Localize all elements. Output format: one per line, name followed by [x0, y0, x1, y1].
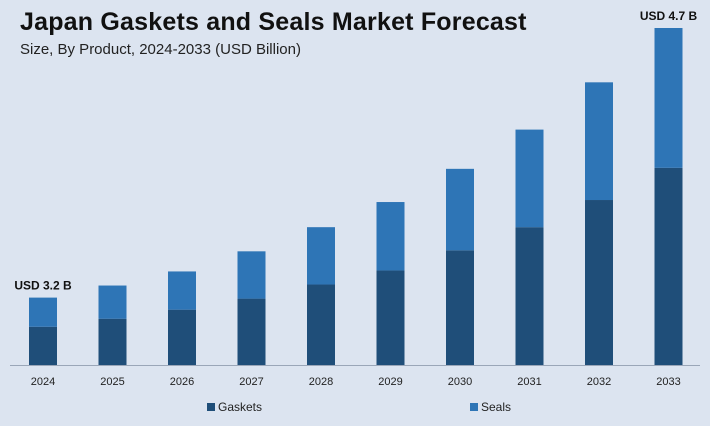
bar-gaskets-2024	[29, 326, 57, 365]
bar-seals-2028	[307, 227, 335, 285]
bar-seals-2030	[446, 168, 474, 251]
legend-gaskets: Gaskets	[207, 400, 262, 414]
bar-seals-2033	[654, 28, 683, 168]
x-tick-label-2026: 2026	[170, 376, 194, 388]
bar-gaskets-2030	[446, 250, 474, 365]
x-tick-label-2030: 2030	[448, 376, 472, 388]
x-tick-label-2028: 2028	[309, 376, 333, 388]
bar-seals-2025	[98, 285, 127, 319]
bar-gaskets-2029	[376, 270, 405, 365]
bar-gaskets-2033	[654, 167, 683, 365]
chart-subtitle: Size, By Product, 2024-2033 (USD Billion…	[20, 41, 301, 58]
bar-seals-2027	[237, 251, 266, 299]
annotation-2033: USD 4.7 B	[640, 9, 698, 23]
bar-seals-2032	[585, 82, 613, 201]
bar-seals-2026	[168, 271, 196, 310]
bar-seals-2029	[376, 202, 405, 271]
chart-title: Japan Gaskets and Seals Market Forecast	[20, 8, 527, 36]
bar-gaskets-2025	[98, 318, 127, 365]
x-tick-label-2029: 2029	[378, 376, 402, 388]
legend-seals: Seals	[470, 400, 511, 414]
x-tick-label-2025: 2025	[100, 376, 124, 388]
bar-gaskets-2031	[515, 227, 544, 365]
bar-gaskets-2032	[585, 200, 613, 365]
annotation-2024: USD 3.2 B	[14, 279, 72, 293]
bar-seals-2024	[29, 297, 57, 327]
bar-gaskets-2027	[237, 298, 266, 365]
legend-seals-swatch	[470, 403, 478, 411]
x-tick-label-2033: 2033	[656, 376, 680, 388]
x-tick-label-2032: 2032	[587, 376, 611, 388]
legend-seals-label: Seals	[481, 400, 512, 414]
legend-gaskets-swatch	[207, 403, 215, 411]
bar-seals-2031	[515, 129, 544, 228]
x-tick-label-2027: 2027	[239, 376, 263, 388]
legend-gaskets-label: Gaskets	[218, 400, 263, 414]
bar-gaskets-2028	[307, 284, 335, 365]
x-tick-label-2024: 2024	[31, 376, 55, 388]
x-tick-label-2031: 2031	[517, 376, 541, 388]
bar-gaskets-2026	[168, 309, 196, 365]
